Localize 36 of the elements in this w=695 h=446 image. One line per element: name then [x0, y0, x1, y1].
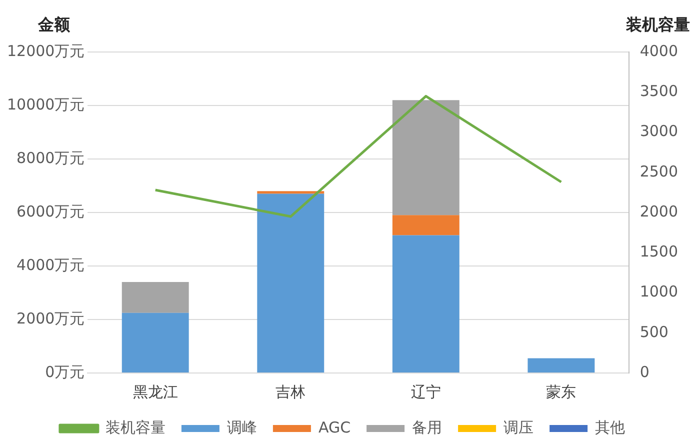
legend-label: 调峰 [226, 418, 257, 436]
bar [122, 312, 189, 372]
y2-axis-title: 装机容量 [625, 15, 690, 34]
y-tick-label: 8000万元 [16, 148, 85, 167]
y2-tick-label: 3000 [640, 122, 678, 140]
y-axis-title: 金额 [37, 15, 71, 34]
legend-label: 备用 [412, 418, 442, 436]
y-tick-label: 0万元 [45, 362, 85, 381]
x-tick-label: 辽宁 [410, 382, 441, 401]
y-tick-label: 4000万元 [16, 256, 85, 274]
x-tick-label: 黑龙江 [132, 382, 178, 401]
y-tick-label: 12000万元 [7, 42, 85, 60]
bar [257, 191, 324, 194]
bar [528, 358, 595, 372]
y-tick-label: 10000万元 [7, 95, 85, 114]
x-tick-label: 吉林 [276, 382, 306, 401]
x-tick-label: 蒙东 [546, 382, 576, 401]
bar [257, 194, 324, 372]
bar [392, 215, 460, 236]
legend-label: 装机容量 [105, 418, 166, 436]
bar [122, 282, 189, 313]
y2-tick-label: 0 [640, 362, 650, 381]
y2-tick-label: 2000 [640, 202, 678, 220]
legend-label: AGC [318, 418, 351, 436]
y2-tick-label: 500 [640, 322, 668, 341]
y2-tick-label: 3500 [640, 82, 678, 100]
y2-tick-label: 2500 [640, 162, 678, 180]
legend-label: 调压 [504, 418, 534, 436]
y2-tick-label: 1000 [640, 282, 678, 301]
y2-tick-label: 1500 [640, 242, 678, 261]
y2-tick-label: 4000 [640, 42, 678, 60]
legend-label: 其他 [595, 418, 626, 436]
y-tick-label: 6000万元 [16, 202, 85, 220]
y-tick-label: 2000万元 [16, 309, 85, 328]
bar [392, 235, 460, 372]
bar [392, 100, 460, 216]
